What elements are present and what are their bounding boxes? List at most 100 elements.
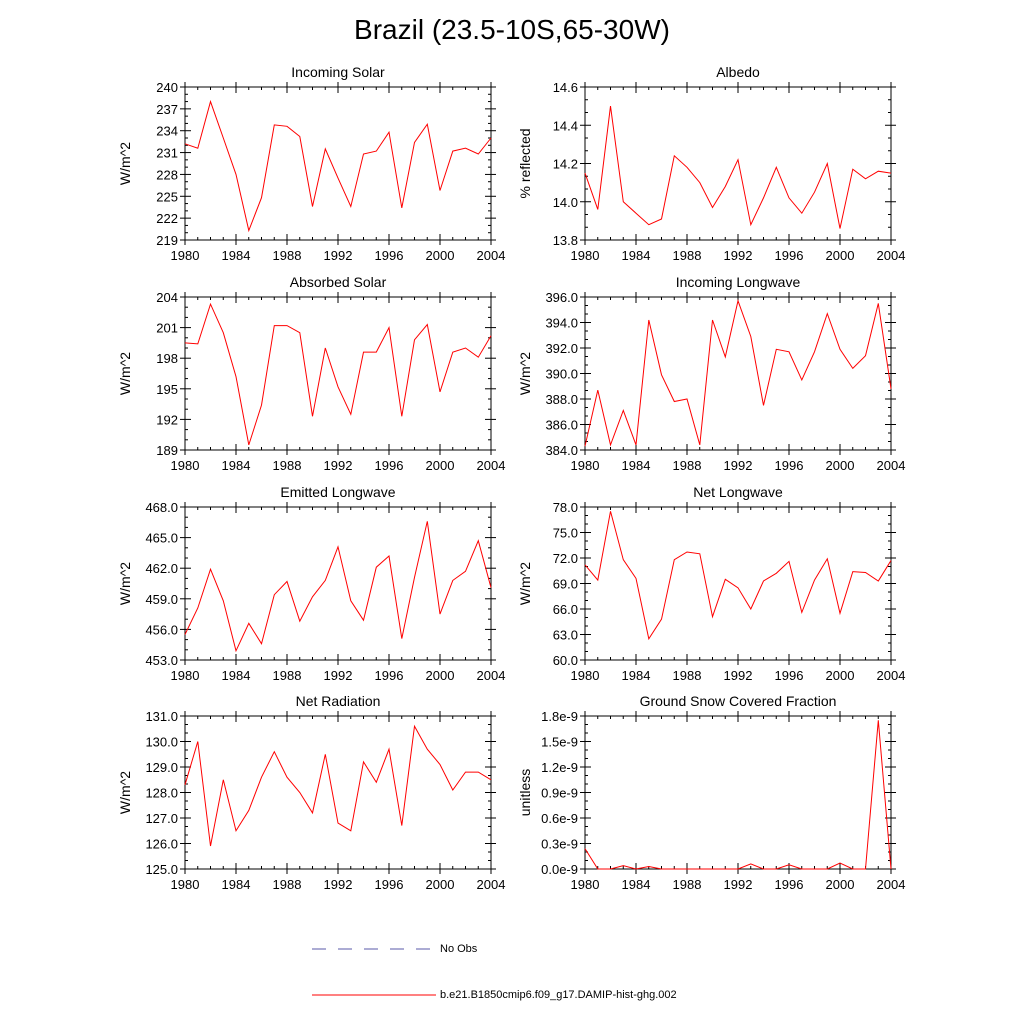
x-tick-label: 1996 — [775, 877, 804, 892]
chart-panel-3: Absorbed Solar W/m^2 189 192 195 198 201 204 198… — [117, 274, 505, 473]
y-axis-label: W/m^2 — [117, 352, 133, 395]
panel-title: Net Longwave — [693, 484, 783, 500]
x-tick-label: 1984 — [222, 458, 251, 473]
panel-title: Ground Snow Covered Fraction — [640, 693, 837, 709]
x-tick-label: 1988 — [673, 458, 702, 473]
series-line — [184, 302, 492, 446]
x-tick-label: 1984 — [222, 248, 251, 263]
y-tick-label: 128.0 — [145, 786, 178, 801]
y-tick-label: 129.0 — [145, 760, 178, 775]
series-line — [184, 724, 492, 847]
y-tick-label: 456.0 — [145, 622, 178, 637]
y-tick-label: 125.0 — [145, 862, 178, 877]
series-line — [584, 511, 892, 641]
x-tick-label: 1984 — [622, 877, 651, 892]
x-tick-label: 2004 — [877, 877, 906, 892]
y-tick-label: 0.3e-9 — [541, 837, 578, 852]
x-tick-label: 2004 — [477, 458, 506, 473]
x-tick-label: 1996 — [775, 668, 804, 683]
x-tick-label: 2000 — [426, 668, 455, 683]
y-tick-label: 69.0 — [553, 577, 578, 592]
y-tick-label: 0.6e-9 — [541, 811, 578, 826]
y-tick-label: 14.2 — [553, 157, 578, 172]
y-tick-label: 126.0 — [145, 837, 178, 852]
x-tick-label: 1996 — [375, 668, 404, 683]
y-tick-label: 396.0 — [545, 290, 578, 305]
y-tick-label: 225 — [156, 189, 178, 204]
x-tick-label: 1992 — [724, 668, 753, 683]
plot-frame — [184, 296, 492, 451]
x-tick-label: 1988 — [273, 877, 302, 892]
x-tick-label: 1984 — [222, 877, 251, 892]
chart-panel-6: Net Longwave W/m^2 60.0 63.0 66.0 69.0 72.0 75.… — [517, 484, 905, 683]
y-tick-label: 195 — [156, 382, 178, 397]
y-tick-label: 60.0 — [553, 653, 578, 668]
y-tick-label: 204 — [156, 290, 178, 305]
x-tick-label: 2004 — [477, 877, 506, 892]
x-tick-label: 1992 — [724, 248, 753, 263]
x-tick-label: 2000 — [826, 668, 855, 683]
y-tick-label: 0.9e-9 — [541, 786, 578, 801]
y-tick-label: 66.0 — [553, 602, 578, 617]
x-tick-label: 1984 — [622, 668, 651, 683]
y-tick-label: 237 — [156, 102, 178, 117]
y-tick-label: 14.0 — [553, 195, 578, 210]
series-line — [584, 106, 892, 229]
x-tick-label: 1988 — [673, 668, 702, 683]
y-tick-label: 222 — [156, 211, 178, 226]
plot-frame — [584, 715, 892, 870]
y-axis-label: W/m^2 — [117, 562, 133, 605]
plot-frame — [184, 506, 492, 661]
plot-frame — [184, 715, 492, 870]
y-tick-label: 1.2e-9 — [541, 760, 578, 775]
panel-title: Emitted Longwave — [280, 484, 395, 500]
y-tick-label: 465.0 — [145, 531, 178, 546]
x-tick-label: 1988 — [673, 248, 702, 263]
x-tick-label: 1996 — [375, 458, 404, 473]
x-tick-label: 2004 — [477, 248, 506, 263]
y-tick-label: 14.6 — [553, 80, 578, 95]
y-tick-label: 14.4 — [553, 118, 578, 133]
y-tick-label: 198 — [156, 351, 178, 366]
panel-title: Incoming Solar — [291, 64, 385, 80]
x-tick-label: 1980 — [171, 877, 200, 892]
x-tick-label: 1996 — [375, 877, 404, 892]
y-tick-label: 231 — [156, 146, 178, 161]
y-axis-label: unitless — [517, 769, 533, 816]
x-tick-label: 1992 — [324, 248, 353, 263]
y-tick-label: 390.0 — [545, 367, 578, 382]
x-tick-label: 2000 — [426, 877, 455, 892]
y-tick-label: 453.0 — [145, 653, 178, 668]
x-tick-label: 1984 — [222, 668, 251, 683]
x-tick-label: 1992 — [324, 458, 353, 473]
x-tick-label: 1980 — [571, 668, 600, 683]
y-tick-label: 131.0 — [145, 709, 178, 724]
x-tick-label: 1992 — [724, 458, 753, 473]
x-tick-label: 1992 — [324, 668, 353, 683]
x-tick-label: 1996 — [775, 248, 804, 263]
y-tick-label: 130.0 — [145, 735, 178, 750]
y-tick-label: 394.0 — [545, 316, 578, 331]
y-tick-label: 392.0 — [545, 341, 578, 356]
x-tick-label: 2000 — [826, 877, 855, 892]
chart-panel-7: Net Radiation W/m^2 125.0 126.0 127.0 128.0 12… — [117, 693, 505, 892]
y-tick-label: 228 — [156, 167, 178, 182]
y-axis-label: W/m^2 — [517, 562, 533, 605]
x-tick-label: 2000 — [826, 458, 855, 473]
y-tick-label: 1.5e-9 — [541, 735, 578, 750]
x-tick-label: 1996 — [375, 248, 404, 263]
panel-title: Albedo — [716, 64, 760, 80]
panel-title: Net Radiation — [296, 693, 381, 709]
y-tick-label: 127.0 — [145, 811, 178, 826]
y-tick-label: 192 — [156, 412, 178, 427]
y-tick-label: 462.0 — [145, 561, 178, 576]
x-tick-label: 1996 — [775, 458, 804, 473]
chart-panel-2: Albedo % reflected 13.8 14.0 14.2 14.4 14.6 198… — [517, 64, 905, 263]
y-tick-label: 63.0 — [553, 628, 578, 643]
y-tick-label: 78.0 — [553, 500, 578, 515]
y-axis-label: W/m^2 — [517, 352, 533, 395]
x-tick-label: 1980 — [571, 877, 600, 892]
y-tick-label: 1.8e-9 — [541, 709, 578, 724]
page-title: Brazil (23.5-10S,65-30W) — [354, 14, 670, 45]
